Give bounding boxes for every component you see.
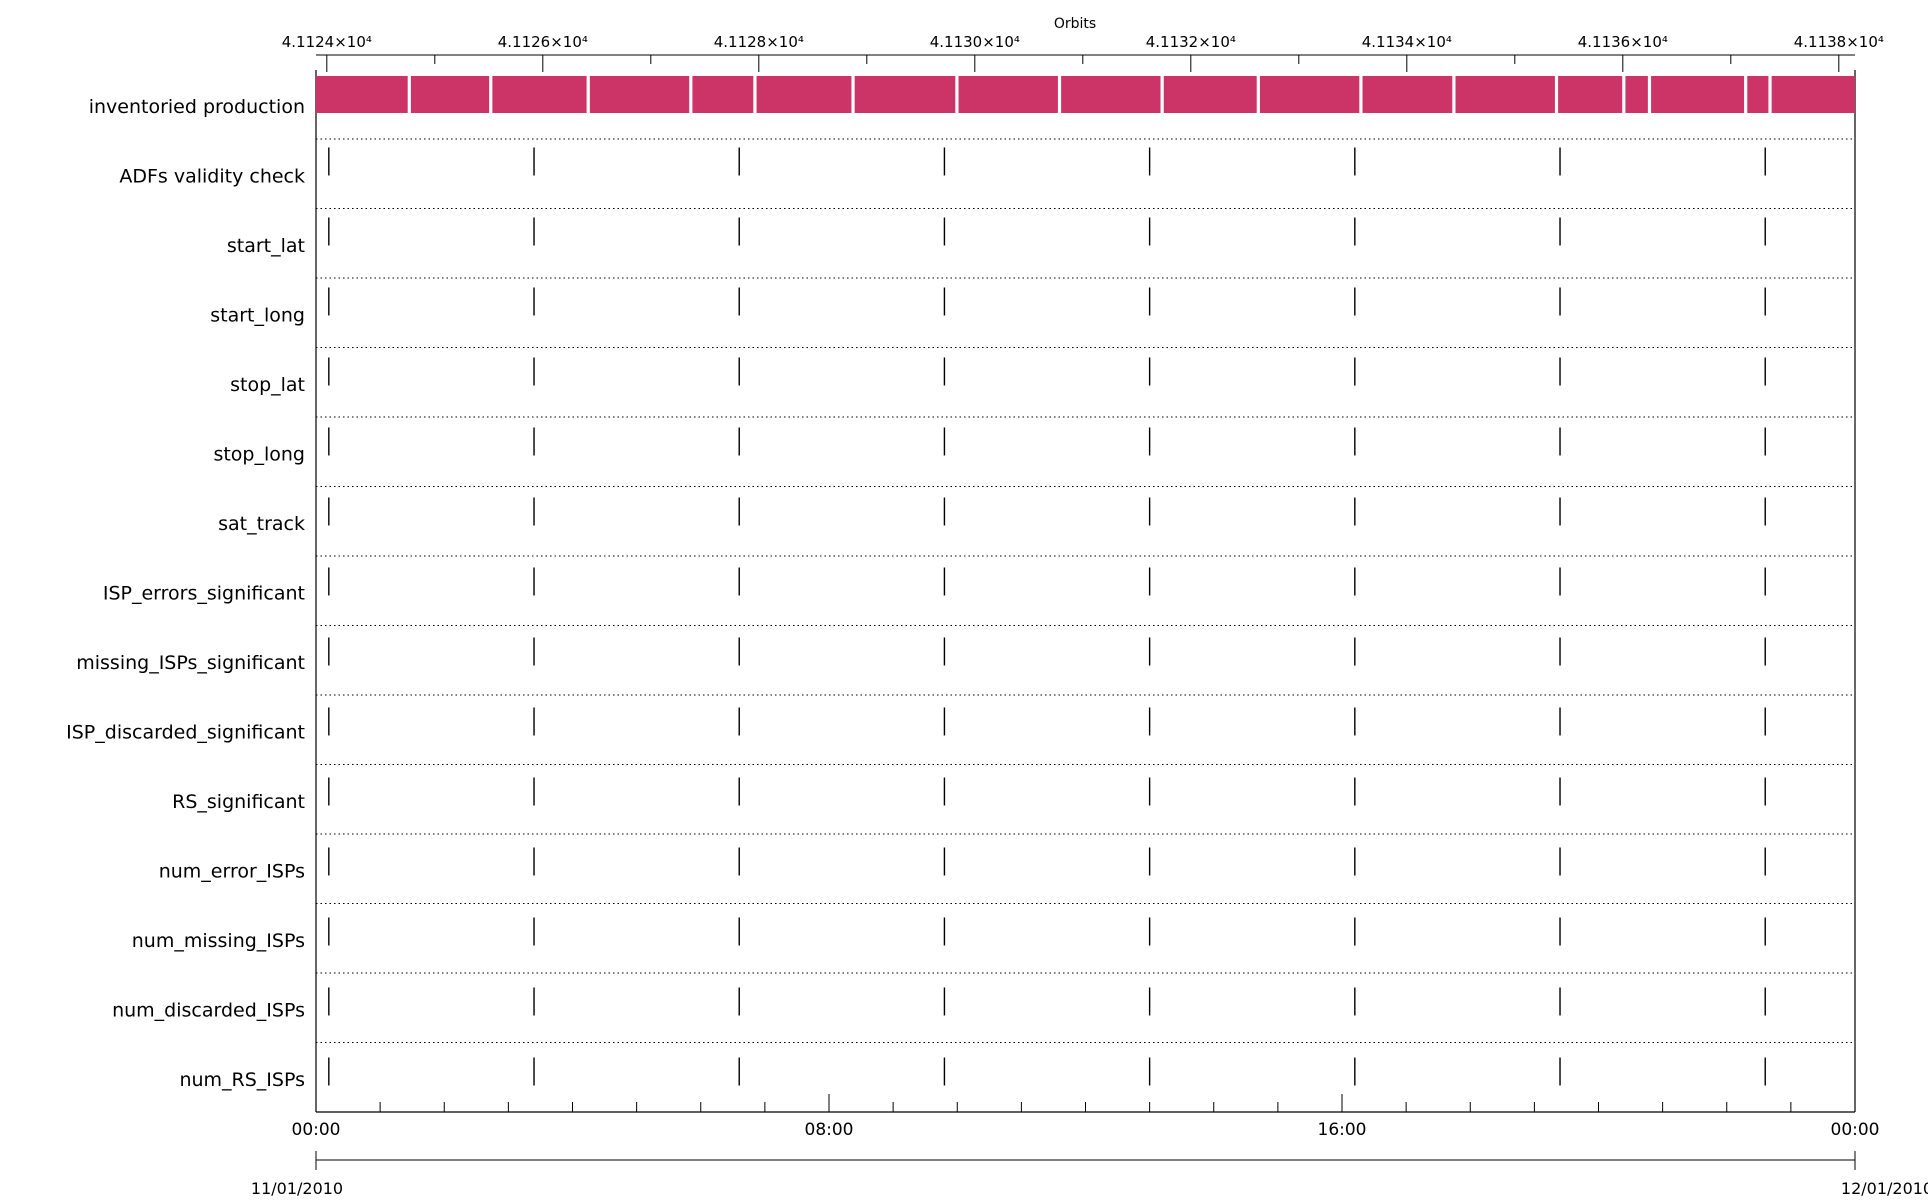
production-segment [1163,76,1257,113]
row-label: missing_ISPs_significant [76,652,305,674]
bottom-tick-label: 16:00 [1318,1120,1367,1140]
production-segment [1259,76,1360,113]
top-axis: 4.1124×10⁴ 4.1126×10⁴ 4.1128×10⁴ 4.1130×10⁴… [282,33,1884,72]
production-bars [316,76,1855,113]
row-labels: inventoried production ADFs validity chec… [66,96,305,1091]
top-tick-label: 4.1136×10⁴ [1578,33,1668,51]
row-label: num_error_ISPs [159,860,305,882]
production-segment [1558,76,1623,113]
production-segment [1771,76,1855,113]
top-tick-label: 4.1130×10⁴ [930,33,1020,51]
production-segment [316,76,408,113]
row-label: sat_track [218,513,305,535]
end-date-label: 12/01/2010 [1841,1179,1928,1198]
production-segment [756,76,852,113]
production-segment [492,76,587,113]
top-axis-title: Orbits [1054,16,1096,32]
production-segment [1362,76,1453,113]
bottom-tick-label: 00:00 [292,1120,341,1140]
row-label: inventoried production [89,96,305,118]
top-tick-label: 4.1128×10⁴ [714,33,804,51]
row-label: ADFs validity check [119,165,305,187]
row-label: ISP_errors_significant [103,582,305,604]
top-tick-label: 4.1126×10⁴ [498,33,588,51]
row-label: stop_long [213,443,305,465]
production-segment [1747,76,1769,113]
grid-lines [315,70,1856,1112]
row-label: start_lat [227,235,305,257]
top-tick-label: 4.1138×10⁴ [1794,33,1884,51]
row-label: RS_significant [172,791,305,813]
top-tick-label: 4.1134×10⁴ [1362,33,1452,51]
production-segment [958,76,1058,113]
bottom-axis: 00:00 08:00 16:00 00:00 [292,1094,1880,1170]
row-label: num_RS_ISPs [179,1069,305,1091]
production-segment [1651,76,1745,113]
top-tick-label: 4.1132×10⁴ [1146,33,1236,51]
bottom-tick-label: 00:00 [1831,1120,1880,1140]
start-date-label: 11/01/2010 [251,1179,343,1198]
row-label: stop_lat [230,374,305,396]
top-tick-label: 4.1124×10⁴ [282,33,372,51]
row-label: ISP_discarded_significant [66,721,305,743]
production-segment [1455,76,1555,113]
production-segment [1625,76,1648,113]
row-label: num_missing_ISPs [132,930,305,952]
row-label: num_discarded_ISPs [112,999,305,1021]
production-segment [854,76,956,113]
production-segment [1061,76,1161,113]
production-segment [589,76,690,113]
bottom-tick-label: 08:00 [805,1120,854,1140]
row-label: start_long [210,304,305,326]
production-segment [692,76,754,113]
production-segment [410,76,490,113]
